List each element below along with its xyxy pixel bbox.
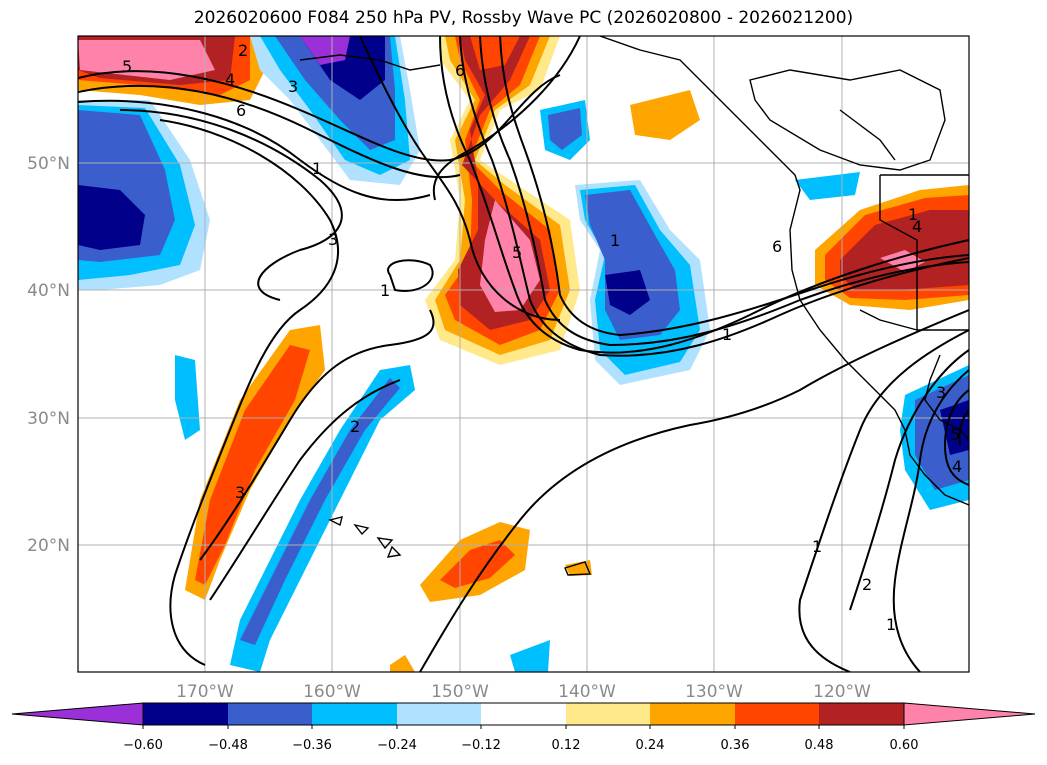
map-title: 2026020600 F084 250 hPa PV, Rossby Wave …	[193, 8, 854, 28]
colorbar-segment	[228, 703, 312, 725]
contour-labels: 5 4 3 2 6 1 3 1 5 6 1 1 3 2 1 2 1 4 5 3 …	[122, 41, 962, 634]
contour-label: 1	[908, 205, 918, 224]
colorbar-segment	[143, 703, 228, 725]
colorbar-tick-label: 0.24	[636, 738, 665, 753]
contour-label: 5	[950, 425, 960, 444]
longitude-labels: 170°W 160°W 150°W 140°W 130°W 120°W	[176, 682, 871, 702]
lat-label-40n: 40°N	[27, 281, 70, 301]
lat-label-50n: 50°N	[27, 154, 70, 174]
lon-label-160w: 160°W	[303, 682, 361, 702]
contour-label: 3	[936, 383, 946, 402]
colorbar-segment	[819, 703, 904, 725]
colorbar-tick-label: 0.36	[721, 738, 750, 753]
pv-shading	[78, 36, 969, 672]
contour-label: 1	[312, 159, 322, 178]
contour-label: 1	[610, 231, 620, 250]
colorbar-segment	[735, 703, 819, 725]
colorbar-segment	[312, 703, 397, 725]
contour-label: 4	[912, 217, 922, 236]
colorbar-segment	[566, 703, 650, 725]
colorbar-segment	[481, 703, 566, 725]
contours	[78, 36, 969, 672]
contour-label: 1	[886, 615, 896, 634]
coastlines	[299, 36, 969, 576]
colorbar: −0.60 −0.48 −0.36 −0.24 −0.12 0.12 0.24 …	[11, 702, 1036, 753]
lon-label-150w: 150°W	[431, 682, 489, 702]
contour-label: 5	[122, 57, 132, 76]
colorbar-segment	[397, 703, 481, 725]
contour-label: 2	[862, 575, 872, 594]
contour-label: 1	[812, 537, 822, 556]
plot-frame	[77, 35, 970, 673]
colorbar-tick-label: −0.36	[292, 738, 332, 753]
contour-label: 6	[236, 101, 246, 120]
graticule	[78, 36, 969, 672]
lat-label-20n: 20°N	[27, 536, 70, 556]
colorbar-left-extend	[11, 702, 144, 726]
colorbar-tick-label: −0.12	[461, 738, 501, 753]
colorbar-tick-label: −0.48	[208, 738, 248, 753]
lat-label-30n: 30°N	[27, 409, 70, 429]
contour-label: 3	[235, 483, 245, 502]
contour-label: 6	[455, 61, 465, 80]
contour-label: 4	[225, 70, 235, 89]
contour-label: 6	[772, 237, 782, 256]
colorbar-tick-label: 0.60	[890, 738, 919, 753]
colorbar-tick-label: −0.24	[377, 738, 417, 753]
colorbar-tick-label: 0.12	[552, 738, 581, 753]
latitude-labels: 50°N 40°N 30°N 20°N	[27, 154, 70, 556]
contour-label: 3	[288, 77, 298, 96]
colorbar-tick-label: 0.48	[805, 738, 834, 753]
lon-label-170w: 170°W	[176, 682, 234, 702]
lon-label-130w: 130°W	[685, 682, 743, 702]
contour-label: 4	[952, 457, 962, 476]
contour-label: 2	[238, 41, 248, 60]
lon-label-140w: 140°W	[558, 682, 616, 702]
contour-label: 1	[722, 325, 732, 344]
colorbar-right-extend	[903, 702, 1036, 726]
contour-label: 1	[380, 281, 390, 300]
contour-label: 3	[328, 230, 338, 249]
contour-label: 5	[512, 243, 522, 262]
lon-label-120w: 120°W	[813, 682, 871, 702]
colorbar-segment	[650, 703, 735, 725]
contour-label: 2	[350, 417, 360, 436]
colorbar-tick-label: −0.60	[123, 738, 163, 753]
